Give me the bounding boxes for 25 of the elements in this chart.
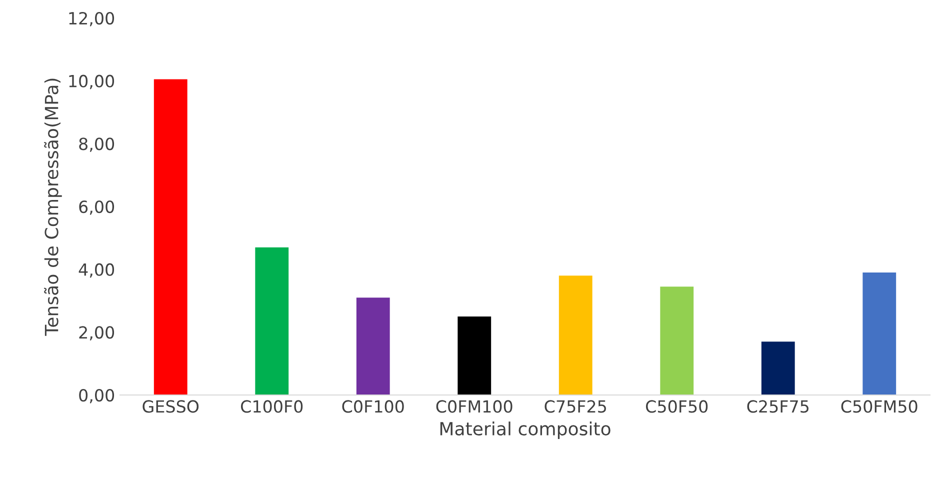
x-tick-label: C75F25 — [544, 400, 606, 413]
bar — [356, 298, 390, 395]
y-tick-label: 12,00 — [69, 12, 114, 26]
x-tick-label: C0F100 — [342, 400, 404, 413]
x-tick-label: C50FM50 — [841, 400, 918, 413]
x-tick-label: GESSO — [142, 400, 199, 413]
bar — [154, 79, 188, 395]
x-tick-label: C50F50 — [646, 400, 708, 413]
x-tick-label: C25F75 — [747, 400, 808, 413]
bar — [458, 316, 492, 395]
y-tick-label: 10,00 — [69, 74, 114, 90]
bar — [761, 342, 795, 395]
y-tick-label: 6,00 — [79, 200, 114, 215]
bar — [660, 286, 694, 395]
bar — [255, 247, 289, 395]
x-axis-title: Material composito — [440, 422, 610, 440]
bar — [558, 276, 592, 395]
y-tick-label: 2,00 — [79, 326, 114, 340]
y-tick-label: 4,00 — [78, 263, 114, 278]
y-tick-label: 0,00 — [79, 388, 114, 404]
x-tick-label: C100F0 — [240, 400, 303, 413]
y-axis-title: Tensão de Compressão(MPa) — [44, 78, 62, 336]
bar — [862, 272, 896, 395]
x-tick-label: C0FM100 — [436, 400, 512, 413]
y-tick-label: 8,00 — [79, 138, 114, 152]
